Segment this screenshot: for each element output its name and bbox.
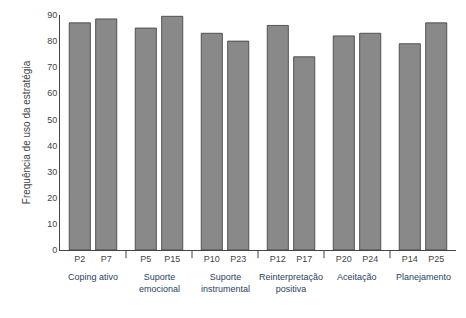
svg-text:P2: P2: [74, 254, 85, 264]
svg-text:Suporteemocional: Suporteemocional: [139, 272, 180, 294]
svg-text:P24: P24: [362, 254, 378, 264]
svg-text:P12: P12: [270, 254, 286, 264]
svg-text:50: 50: [47, 115, 57, 125]
svg-text:Aceitação: Aceitação: [337, 272, 377, 282]
svg-text:P25: P25: [428, 254, 444, 264]
svg-text:Coping ativo: Coping ativo: [68, 272, 118, 282]
svg-text:60: 60: [47, 88, 57, 98]
svg-text:P10: P10: [204, 254, 220, 264]
svg-text:P7: P7: [101, 254, 112, 264]
svg-text:10: 10: [47, 219, 57, 229]
svg-text:P23: P23: [230, 254, 246, 264]
svg-text:20: 20: [47, 193, 57, 203]
svg-text:Planejamento: Planejamento: [396, 272, 451, 282]
svg-text:P15: P15: [164, 254, 180, 264]
svg-text:0: 0: [52, 245, 57, 255]
svg-text:30: 30: [47, 167, 57, 177]
svg-text:40: 40: [47, 141, 57, 151]
svg-text:P5: P5: [140, 254, 151, 264]
svg-text:Reinterpretaçãopositiva: Reinterpretaçãopositiva: [259, 272, 323, 294]
svg-text:70: 70: [47, 62, 57, 72]
svg-text:Frequência de uso da estratégi: Frequência de uso da estratégia: [21, 60, 32, 204]
svg-text:P20: P20: [336, 254, 352, 264]
svg-text:Suporteinstrumental: Suporteinstrumental: [201, 272, 250, 294]
svg-text:P17: P17: [296, 254, 312, 264]
svg-text:P14: P14: [402, 254, 418, 264]
svg-text:90: 90: [47, 10, 57, 20]
svg-text:80: 80: [47, 36, 57, 46]
